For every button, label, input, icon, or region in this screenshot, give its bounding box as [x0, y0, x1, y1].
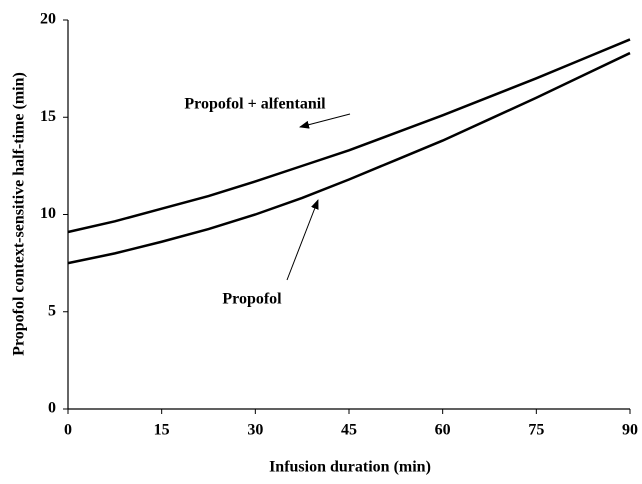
line: [67, 38, 631, 234]
y-tick-label: 15: [40, 108, 56, 125]
annotation-arrow: [299, 113, 351, 129]
y-tick-label: 0: [48, 400, 56, 417]
x-tick-label: 0: [64, 422, 72, 439]
line: [67, 51, 631, 265]
x-tick-label: 45: [341, 422, 357, 439]
x-tick-label: 90: [622, 422, 638, 439]
y-axis-label: Propofol context-sensitive half-time (mi…: [11, 72, 28, 356]
annotation-arrow: [286, 199, 319, 281]
y-tick-label: 10: [40, 205, 56, 222]
annotation: Propofol: [222, 291, 282, 308]
y-tick-label: 20: [40, 11, 56, 28]
annotation: Propofol + alfentanil: [184, 96, 326, 113]
x-axis-label: Infusion duration (min): [269, 459, 431, 476]
y-tick-label: 5: [48, 302, 56, 319]
x-tick-label: 75: [528, 422, 544, 439]
x-tick-label: 60: [435, 422, 451, 439]
x-tick-label: 15: [154, 422, 170, 439]
x-tick-label: 30: [247, 422, 263, 439]
